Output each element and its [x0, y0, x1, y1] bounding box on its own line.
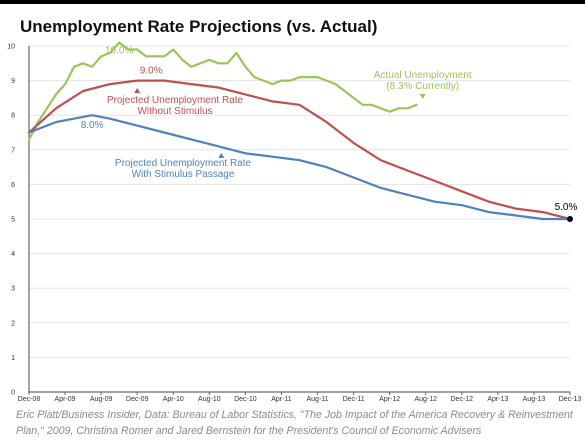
gridlines — [29, 45, 570, 358]
x-tick-label-Dec-08: Dec-08 — [18, 396, 41, 403]
series-lines — [27, 41, 572, 221]
x-tick-label-Aug-13: Aug-13 — [523, 396, 546, 403]
series-line-actual — [27, 41, 418, 141]
x-tick-label-Apr-11: Apr-11 — [271, 396, 292, 403]
y-tick-label-7: 7 — [11, 147, 15, 154]
series-line-without — [27, 79, 572, 221]
annotation-end-value: 5.0% — [555, 202, 578, 213]
x-tick-label-Dec-11: Dec-11 — [343, 396, 365, 403]
series-label-without-2: Without Stimulus — [137, 106, 212, 117]
series-line-with — [27, 114, 572, 221]
x-tick-label-Dec-10: Dec-10 — [234, 396, 257, 403]
x-tick-label-Dec-09: Dec-09 — [126, 396, 149, 403]
x-tick-label-Dec-13: Dec-13 — [559, 396, 582, 403]
source-line-1: Eric Platt/Business Insider, Data: Burea… — [16, 409, 573, 421]
annotation-actual-peak: 10.0% — [105, 46, 133, 57]
y-tick-label-3: 3 — [11, 286, 15, 293]
annotations: Actual Unemployment(8.3% Currently) Proje… — [81, 46, 578, 222]
x-tick-label-Dec-12: Dec-12 — [451, 396, 474, 403]
x-tick-label-Apr-13: Apr-13 — [487, 396, 508, 403]
series-label-with-2: With Stimulus Passage — [132, 169, 235, 180]
series-label-actual-2: (8.3% Currently) — [386, 81, 459, 92]
with-label-pointer — [218, 153, 225, 158]
axes: 0 1 2 3 4 5 6 7 8 9 10 Dec-08 Apr-09 Aug-09 Dec-09 Apr-… — [7, 44, 581, 404]
y-tick-label-4: 4 — [11, 251, 15, 258]
x-tick-label-Aug-11: Aug-11 — [307, 396, 329, 403]
x-tick-label-Apr-09: Apr-09 — [55, 396, 76, 403]
y-tick-label-8: 8 — [11, 113, 15, 120]
y-tick-label-5: 5 — [11, 217, 15, 224]
line-chart: 0 1 2 3 4 5 6 7 8 9 10 Dec-08 Apr-09 Aug-09 Dec-09 Apr-… — [7, 41, 581, 404]
y-tick-label-2: 2 — [11, 320, 15, 327]
y-tick-label-0: 0 — [11, 390, 15, 397]
y-tick-label-1: 1 — [11, 355, 15, 362]
top-border — [0, 0, 585, 4]
annotation-with-peak: 8.0% — [81, 120, 104, 131]
series-label-with-1: Projected Unemployment Rate — [115, 158, 252, 169]
series-label-without-1: Projected Unemployment Rate — [107, 95, 244, 106]
x-tick-label-Aug-09: Aug-09 — [90, 396, 113, 403]
y-tick-label-6: 6 — [11, 182, 15, 189]
x-tick-label-Aug-10: Aug-10 — [198, 396, 221, 403]
x-tick-label-Aug-12: Aug-12 — [414, 396, 437, 403]
x-tick-label-Apr-12: Apr-12 — [379, 396, 400, 403]
y-tick-label-9: 9 — [11, 78, 15, 85]
annotation-without-peak: 9.0% — [140, 66, 163, 77]
actual-label-pointer — [419, 94, 426, 99]
source-note: Eric Platt/Business Insider, Data: Burea… — [16, 407, 576, 439]
series-label-actual-1: Actual Unemployment — [374, 70, 472, 81]
without-label-pointer — [134, 88, 141, 93]
chart-title: Unemployment Rate Projections (vs. Actua… — [20, 17, 378, 36]
x-tick-label-Apr-10: Apr-10 — [163, 396, 184, 403]
y-tick-label-10: 10 — [7, 44, 15, 51]
end-point-marker — [567, 216, 573, 222]
source-line-2: Plan," 2009, Christina Romer and Jared B… — [16, 425, 482, 437]
